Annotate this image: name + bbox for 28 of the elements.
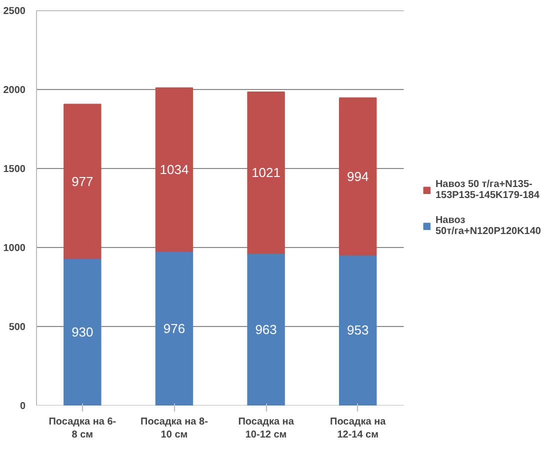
bar bbox=[64, 104, 102, 260]
y-tick-label: 1000 bbox=[3, 243, 26, 254]
bar bbox=[155, 87, 194, 252]
y-tick-label: 0 bbox=[20, 401, 26, 412]
legend-label: Навоз 50 т/га+N135-153P135-145K179-184 bbox=[435, 178, 540, 200]
data-label: 976 bbox=[163, 320, 186, 336]
x-tick-label: Посадка на 10-12 см bbox=[238, 416, 294, 441]
data-label: 1034 bbox=[160, 162, 189, 178]
bar bbox=[247, 252, 285, 406]
data-label: 1021 bbox=[252, 165, 281, 180]
data-label: 994 bbox=[347, 168, 369, 184]
y-tick-label: 2000 bbox=[3, 85, 26, 96]
data-label: 963 bbox=[255, 322, 277, 337]
x-tick-label: Посадка на 8-10 см bbox=[140, 416, 208, 441]
data-label: 930 bbox=[72, 324, 94, 340]
y-tick-label: 500 bbox=[8, 322, 26, 333]
bar bbox=[339, 254, 377, 406]
legend-label: Навоз 50т/га+N120P120K140 bbox=[435, 214, 541, 236]
x-tick-label: Посадка на 6-8 см bbox=[48, 416, 116, 441]
bar bbox=[64, 258, 102, 406]
bar bbox=[155, 250, 194, 406]
y-tick-label: 1500 bbox=[3, 164, 26, 175]
y-tick-label: 2500 bbox=[3, 6, 26, 17]
data-label: 953 bbox=[347, 322, 369, 338]
data-label: 977 bbox=[72, 174, 94, 189]
x-tick-label: Посадка на 12-14 см bbox=[330, 416, 386, 441]
bar bbox=[339, 97, 377, 256]
bar bbox=[247, 92, 285, 254]
